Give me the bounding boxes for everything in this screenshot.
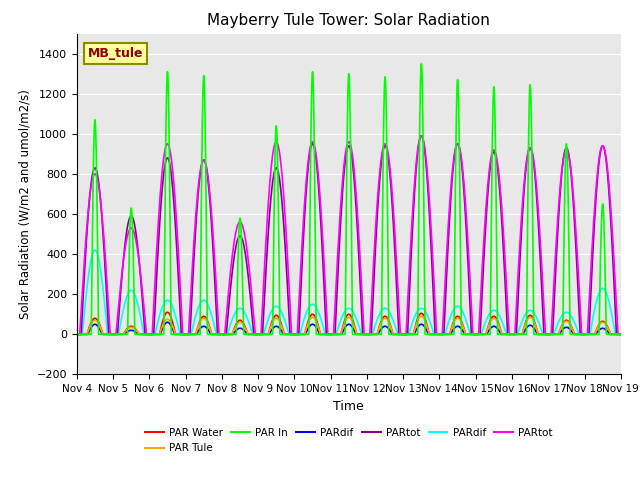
Title: Mayberry Tule Tower: Solar Radiation: Mayberry Tule Tower: Solar Radiation xyxy=(207,13,490,28)
Text: MB_tule: MB_tule xyxy=(88,47,143,60)
X-axis label: Time: Time xyxy=(333,400,364,413)
Y-axis label: Solar Radiation (W/m2 and umol/m2/s): Solar Radiation (W/m2 and umol/m2/s) xyxy=(18,89,31,319)
Legend: PAR Water, PAR Tule, PAR In, PARdif, PARtot, PARdif, PARtot: PAR Water, PAR Tule, PAR In, PARdif, PAR… xyxy=(141,424,557,457)
